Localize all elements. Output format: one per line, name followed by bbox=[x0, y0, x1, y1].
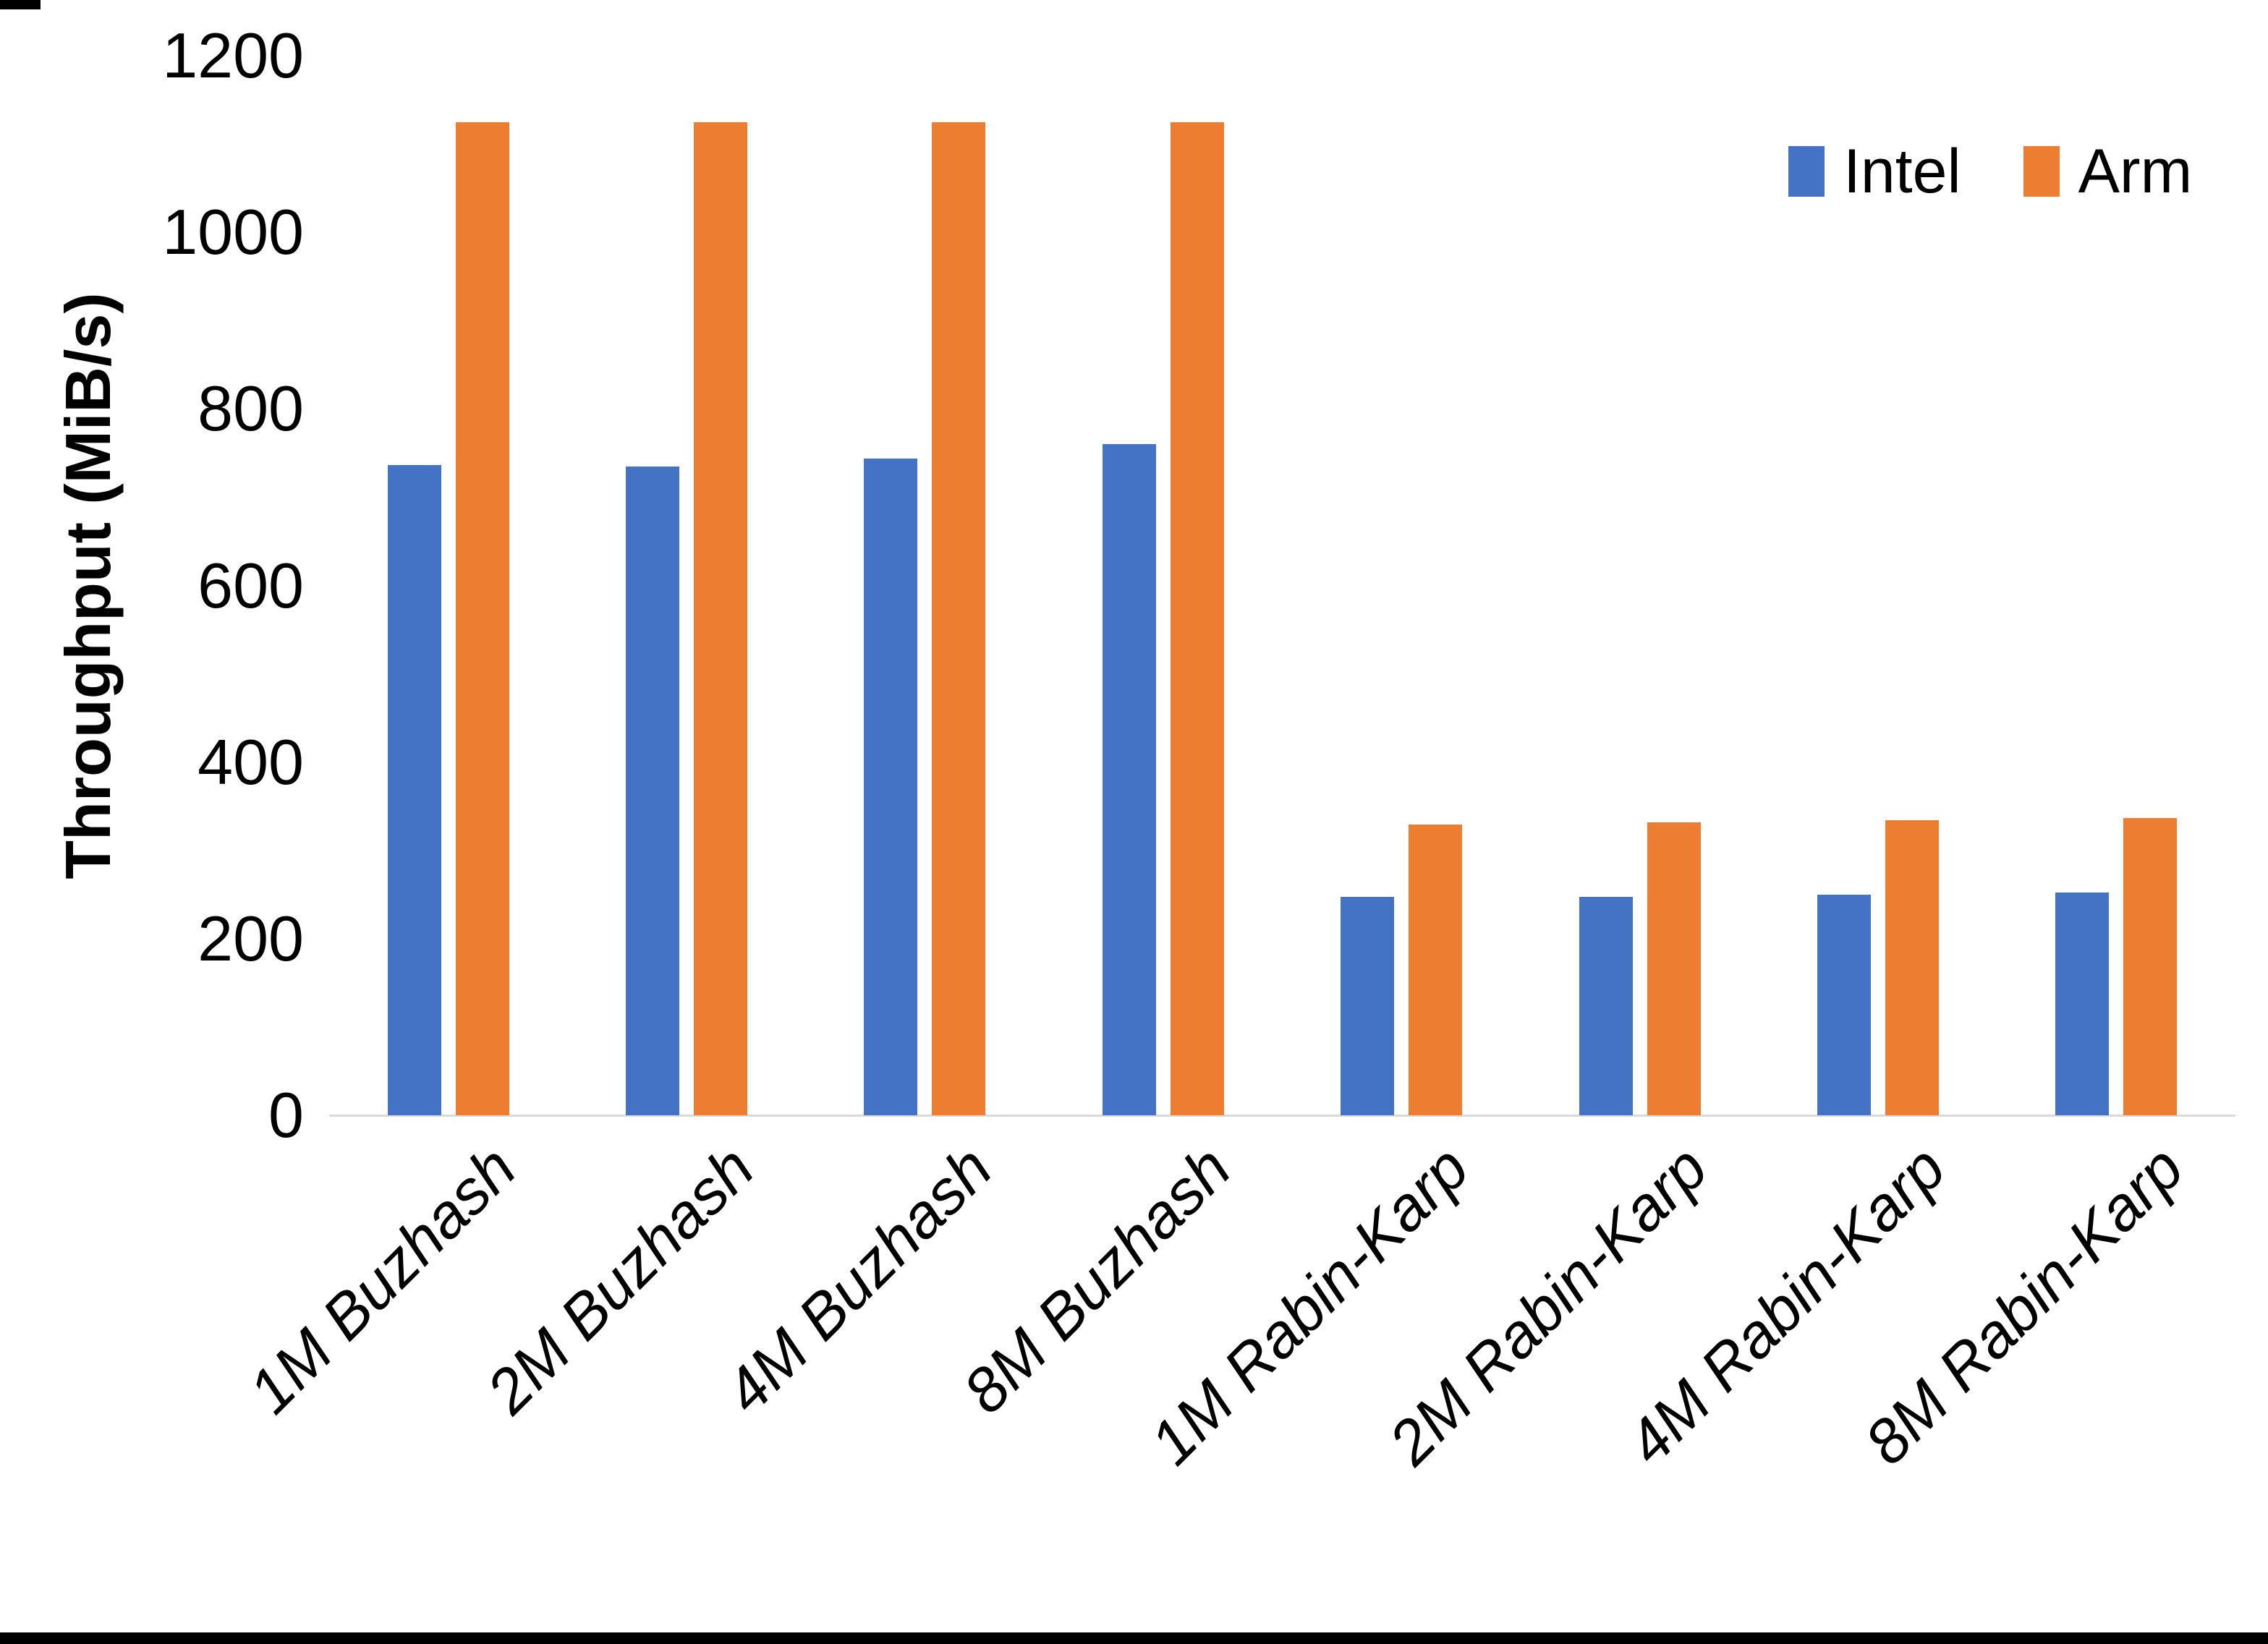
bar-intel-8m-buzhash bbox=[1102, 444, 1156, 1115]
legend-item-intel: Intel bbox=[1788, 139, 1961, 204]
bottom-border bbox=[0, 1632, 2268, 1644]
top-left-border-fragment bbox=[0, 0, 41, 9]
bar-arm-4m-buzhash bbox=[932, 122, 986, 1115]
bar-intel-4m-buzhash bbox=[864, 458, 918, 1115]
bar-intel-2m-rabin-karp bbox=[1579, 897, 1633, 1115]
bar-intel-1m-buzhash bbox=[387, 465, 441, 1115]
y-tick-label-600: 600 bbox=[198, 549, 304, 621]
bar-intel-2m-buzhash bbox=[626, 466, 680, 1115]
x-axis-line bbox=[329, 1115, 2235, 1117]
x-label-1m-buzhash: 1M Buzhash bbox=[235, 1133, 530, 1427]
bar-arm-2m-rabin-karp bbox=[1647, 822, 1701, 1115]
legend-label-arm: Arm bbox=[2078, 137, 2193, 206]
bar-arm-1m-buzhash bbox=[455, 122, 509, 1115]
legend-swatch-intel bbox=[1788, 146, 1825, 197]
bar-arm-8m-rabin-karp bbox=[2123, 817, 2178, 1115]
legend: Intel Arm bbox=[1788, 139, 2192, 204]
bar-intel-1m-rabin-karp bbox=[1341, 897, 1395, 1115]
bar-intel-8m-rabin-karp bbox=[2055, 893, 2110, 1115]
bar-intel-4m-rabin-karp bbox=[1817, 894, 1871, 1115]
legend-label-intel: Intel bbox=[1843, 137, 1961, 206]
y-tick-label-400: 400 bbox=[198, 725, 304, 798]
legend-swatch-arm bbox=[2023, 146, 2060, 197]
legend-item-arm: Arm bbox=[2023, 137, 2193, 206]
bar-arm-8m-buzhash bbox=[1170, 122, 1224, 1115]
y-tick-label-0: 0 bbox=[268, 1079, 304, 1151]
y-tick-label-1000: 1000 bbox=[162, 196, 304, 268]
plot-area bbox=[329, 56, 2235, 1117]
y-tick-label-1200: 1200 bbox=[162, 20, 304, 91]
bar-arm-2m-buzhash bbox=[694, 122, 748, 1115]
bar-arm-4m-rabin-karp bbox=[1885, 820, 1939, 1115]
y-tick-label-800: 800 bbox=[198, 372, 304, 445]
bar-arm-1m-rabin-karp bbox=[1409, 825, 1463, 1115]
y-tick-label-200: 200 bbox=[198, 902, 304, 974]
